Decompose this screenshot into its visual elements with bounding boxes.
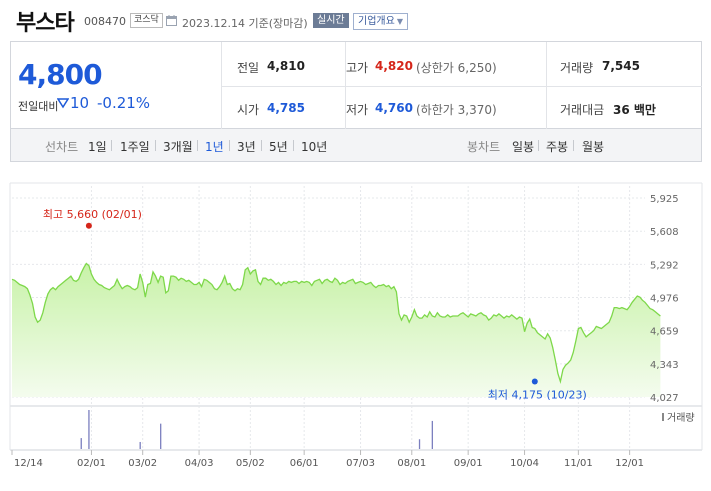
candle-monthly[interactable]: 월봉 — [582, 140, 605, 154]
high-value: 4,820 — [375, 59, 413, 73]
turnover-label: 거래대금 — [560, 103, 605, 117]
company-overview-label: 기업개요 — [358, 16, 395, 27]
period-1d[interactable]: 1일 — [88, 140, 107, 154]
price-summary: 4,800 전일대비 10 -0.21% 전일 4,810 고가 4,820 (… — [10, 41, 702, 130]
separator — [111, 140, 112, 151]
base-date: 2023.12.14 기준(장마감) — [182, 17, 308, 30]
triangle-down-icon — [57, 98, 69, 109]
open-label: 시가 — [237, 103, 260, 117]
separator — [538, 140, 539, 151]
change-percent: -0.21% — [97, 94, 151, 112]
volume-bar — [88, 410, 90, 449]
lower-limit: (하한가 3,370) — [416, 103, 497, 117]
volume-legend-icon — [662, 413, 664, 421]
x-tick-label: 09/01 — [454, 458, 483, 469]
period-3m[interactable]: 3개월 — [163, 140, 193, 154]
period-1w[interactable]: 1주일 — [120, 140, 150, 154]
stock-code: 008470 — [84, 15, 126, 28]
x-tick-label: 06/01 — [290, 458, 319, 469]
volume-bar — [80, 438, 82, 449]
candle-weekly[interactable]: 주봉 — [546, 140, 569, 154]
x-tick-label: 03/02 — [128, 458, 157, 469]
x-tick-label: 10/04 — [510, 458, 539, 469]
market-badge: 코스닥 — [130, 13, 163, 28]
stock-name: 부스타 — [16, 11, 75, 36]
current-price: 4,800 — [18, 58, 103, 91]
x-tick-label: 12/14 — [14, 458, 43, 469]
y-tick-label: 5,608 — [650, 227, 679, 238]
period-bar: 선차트 1일 1주일 3개월 1년 3년 5년 10년 봉차트 일봉 주봉 월봉 — [10, 129, 702, 162]
price-chart: 4,027 4,343 4,659 4,976 5,292 5,608 5,925 최고 5… — [9, 182, 703, 469]
y-tick-label: 5,292 — [650, 260, 679, 271]
period-5y[interactable]: 5년 — [269, 140, 288, 154]
separator — [155, 140, 156, 151]
divider — [221, 42, 222, 130]
line-chart-label: 선차트 — [45, 140, 79, 154]
x-tick-label: 12/01 — [615, 458, 644, 469]
price-area-fill — [12, 263, 661, 397]
separator — [293, 140, 294, 151]
upper-limit: (상한가 6,250) — [416, 61, 497, 75]
x-tick-label: 04/03 — [185, 458, 214, 469]
x-tick-label: 11/01 — [564, 458, 593, 469]
chevron-down-icon: ▼ — [396, 17, 403, 26]
x-tick-label: 02/01 — [77, 458, 106, 469]
divider — [222, 86, 702, 87]
separator — [573, 140, 574, 151]
prev-close-value: 4,810 — [267, 59, 305, 73]
open-value: 4,785 — [267, 101, 305, 115]
volume-bar — [160, 423, 162, 449]
y-tick-label: 5,925 — [650, 194, 679, 205]
candle-daily[interactable]: 일봉 — [512, 140, 535, 154]
low-marker-label: 최저 4,175 (10/23) — [488, 388, 587, 401]
y-tick-label: 4,343 — [650, 360, 679, 371]
volume-value: 7,545 — [602, 59, 640, 73]
y-tick-label: 4,027 — [650, 393, 679, 404]
volume-bar — [418, 439, 421, 449]
high-marker-dot — [85, 222, 92, 229]
low-marker-dot — [531, 378, 538, 385]
y-tick-label: 4,659 — [650, 327, 679, 338]
separator — [261, 140, 262, 151]
volume-legend-label: 거래량 — [667, 412, 695, 424]
volume-label: 거래량 — [560, 61, 594, 75]
period-3y[interactable]: 3년 — [237, 140, 256, 154]
change-label: 전일대비 — [18, 100, 59, 113]
stock-header: 부스타 008470 코스닥 2023.12.14 기준(장마감) 실시간 기업… — [0, 0, 711, 40]
candle-chart-label: 봉차트 — [467, 140, 501, 154]
separator — [229, 140, 230, 151]
turnover-value: 36 백만 — [613, 103, 656, 117]
high-label: 고가 — [346, 61, 369, 75]
price-line — [11, 262, 661, 385]
separator — [197, 140, 198, 151]
high-marker-label: 최고 5,660 (02/01) — [43, 208, 142, 221]
y-tick-label: 4,976 — [650, 294, 679, 305]
realtime-button[interactable]: 실시간 — [313, 13, 349, 28]
x-tick-label: 08/01 — [397, 458, 426, 469]
change-value: 10 — [70, 94, 90, 112]
low-label: 저가 — [346, 103, 369, 117]
x-tick-label: 05/02 — [236, 458, 265, 469]
period-10y[interactable]: 10년 — [301, 140, 328, 154]
low-value: 4,760 — [375, 101, 413, 115]
prev-close-label: 전일 — [237, 61, 260, 75]
period-1y[interactable]: 1년 — [205, 140, 224, 154]
volume-bar — [139, 441, 141, 449]
company-overview-button[interactable]: 기업개요 ▼ — [353, 13, 408, 30]
volume-bar — [431, 420, 433, 449]
calendar-icon — [166, 15, 177, 26]
x-tick-label: 07/03 — [346, 458, 375, 469]
